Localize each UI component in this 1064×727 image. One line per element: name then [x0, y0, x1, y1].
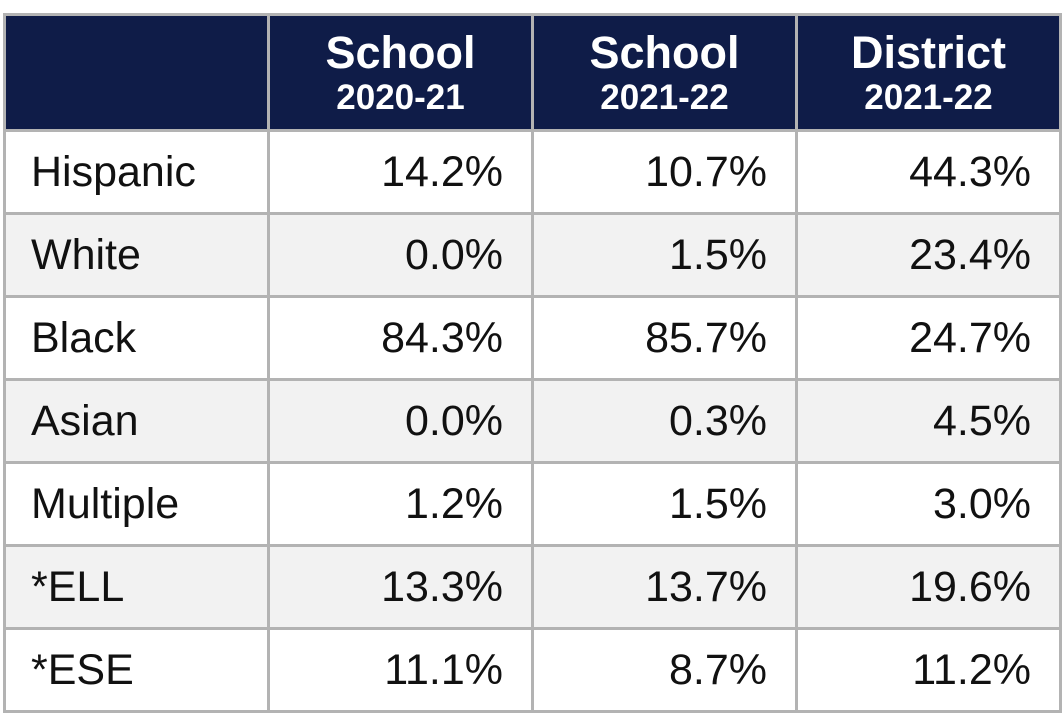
table-cell: 19.6% — [795, 544, 1062, 630]
table-cell: 4.5% — [795, 378, 1062, 464]
table-row: Black 84.3% 85.7% 24.7% — [3, 295, 1062, 381]
column-header-line1: District — [850, 26, 1007, 78]
table-cell: 13.7% — [531, 544, 798, 630]
table-cell: 24.7% — [795, 295, 1062, 381]
table-cell: 3.0% — [795, 461, 1062, 547]
row-label: Black — [3, 295, 270, 381]
table-cell: 13.3% — [267, 544, 534, 630]
table-cell: 11.2% — [795, 627, 1062, 713]
table-cell: 0.0% — [267, 378, 534, 464]
table-cell: 23.4% — [795, 212, 1062, 298]
row-label: Asian — [3, 378, 270, 464]
table-row: Hispanic 14.2% 10.7% 44.3% — [3, 129, 1062, 215]
column-header-line2: 2021-22 — [600, 77, 729, 117]
column-header-line2: 2021-22 — [864, 77, 993, 117]
table-cell: 8.7% — [531, 627, 798, 713]
table-row: Multiple 1.2% 1.5% 3.0% — [3, 461, 1062, 547]
table-cell: 0.3% — [531, 378, 798, 464]
table-cell: 10.7% — [531, 129, 798, 215]
column-header: District 2021-22 — [795, 13, 1062, 132]
table-cell: 1.5% — [531, 461, 798, 547]
column-header — [3, 13, 270, 132]
table-row: *ELL 13.3% 13.7% 19.6% — [3, 544, 1062, 630]
table-cell: 1.5% — [531, 212, 798, 298]
column-header: School 2020-21 — [267, 13, 534, 132]
table-cell: 11.1% — [267, 627, 534, 713]
column-header-line2: 2020-21 — [336, 77, 465, 117]
row-label: White — [3, 212, 270, 298]
row-label: *ESE — [3, 627, 270, 713]
column-header-line1: School — [589, 26, 740, 78]
table-row: White 0.0% 1.5% 23.4% — [3, 212, 1062, 298]
column-header: School 2021-22 — [531, 13, 798, 132]
demographics-table: School 2020-21 School 2021-22 District 2021-2… — [3, 13, 1062, 713]
table-cell: 84.3% — [267, 295, 534, 381]
row-label: Hispanic — [3, 129, 270, 215]
column-header-line1: School — [325, 26, 476, 78]
table-cell: 14.2% — [267, 129, 534, 215]
table-row: *ESE 11.1% 8.7% 11.2% — [3, 627, 1062, 713]
row-label: Multiple — [3, 461, 270, 547]
table-cell: 0.0% — [267, 212, 534, 298]
header-row: School 2020-21 School 2021-22 District 2021-2… — [3, 13, 1062, 132]
table-cell: 44.3% — [795, 129, 1062, 215]
table-cell: 1.2% — [267, 461, 534, 547]
row-label: *ELL — [3, 544, 270, 630]
table-cell: 85.7% — [531, 295, 798, 381]
table-row: Asian 0.0% 0.3% 4.5% — [3, 378, 1062, 464]
